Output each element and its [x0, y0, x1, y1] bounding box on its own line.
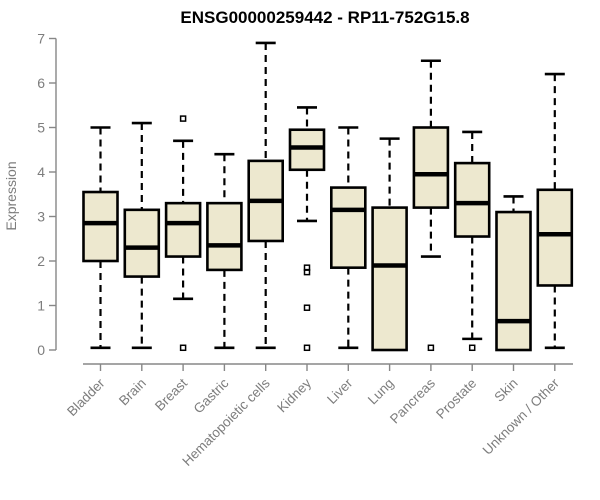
outlier-point	[427, 344, 435, 352]
box-prostate	[453, 130, 491, 352]
iqr-box	[206, 201, 243, 272]
y-tick-label: 4	[37, 164, 45, 180]
x-category-label-skin: Skin	[491, 376, 520, 405]
iqr-box	[82, 190, 119, 263]
y-tick-label: 6	[37, 75, 45, 91]
iqr-box	[329, 186, 367, 269]
box-hematopoietic-cells	[247, 41, 284, 350]
y-tick-label: 5	[37, 120, 45, 136]
iqr-box	[495, 210, 532, 352]
iqr-box	[453, 161, 491, 238]
iqr-box	[536, 188, 574, 287]
box-gastric	[206, 152, 243, 350]
box-liver	[329, 126, 367, 350]
box-bladder	[82, 126, 119, 350]
x-category-label-kidney: Kidney	[274, 375, 314, 415]
x-category-label-breast: Breast	[152, 375, 190, 413]
chart-title: ENSG00000259442 - RP11-752G15.8	[180, 8, 469, 27]
y-tick-label: 2	[37, 253, 45, 269]
x-category-label-liver: Liver	[324, 375, 356, 407]
x-category-label-pancreas: Pancreas	[387, 375, 438, 426]
outlier-point	[468, 344, 476, 352]
y-tick-label: 7	[37, 31, 45, 47]
box-breast	[164, 115, 202, 352]
box-lung	[371, 137, 408, 352]
x-category-label-unknown-other: Unknown / Other	[480, 375, 563, 458]
x-category-label-brain: Brain	[116, 376, 149, 409]
outlier-point	[303, 344, 311, 352]
outlier-point	[179, 344, 187, 352]
x-category-label-prostate: Prostate	[433, 376, 479, 422]
box-skin	[495, 195, 532, 352]
outlier-point	[303, 268, 311, 276]
iqr-box	[123, 208, 161, 278]
box-brain	[123, 121, 161, 350]
y-tick-label: 0	[37, 342, 45, 358]
y-tick-label: 3	[37, 209, 45, 225]
y-tick-label: 1	[37, 298, 45, 314]
box-pancreas	[412, 59, 450, 352]
outlier-point	[179, 115, 187, 122]
x-category-label-lung: Lung	[365, 376, 397, 408]
x-category-label-gastric: Gastric	[191, 375, 232, 416]
box-unknown-other	[536, 72, 574, 350]
y-axis-label: Expression	[3, 161, 19, 230]
x-category-label-bladder: Bladder	[64, 375, 108, 419]
iqr-box	[371, 206, 408, 352]
outlier-point	[303, 304, 311, 311]
box-kidney	[288, 106, 326, 352]
iqr-box	[412, 126, 450, 209]
iqr-box	[164, 201, 202, 258]
